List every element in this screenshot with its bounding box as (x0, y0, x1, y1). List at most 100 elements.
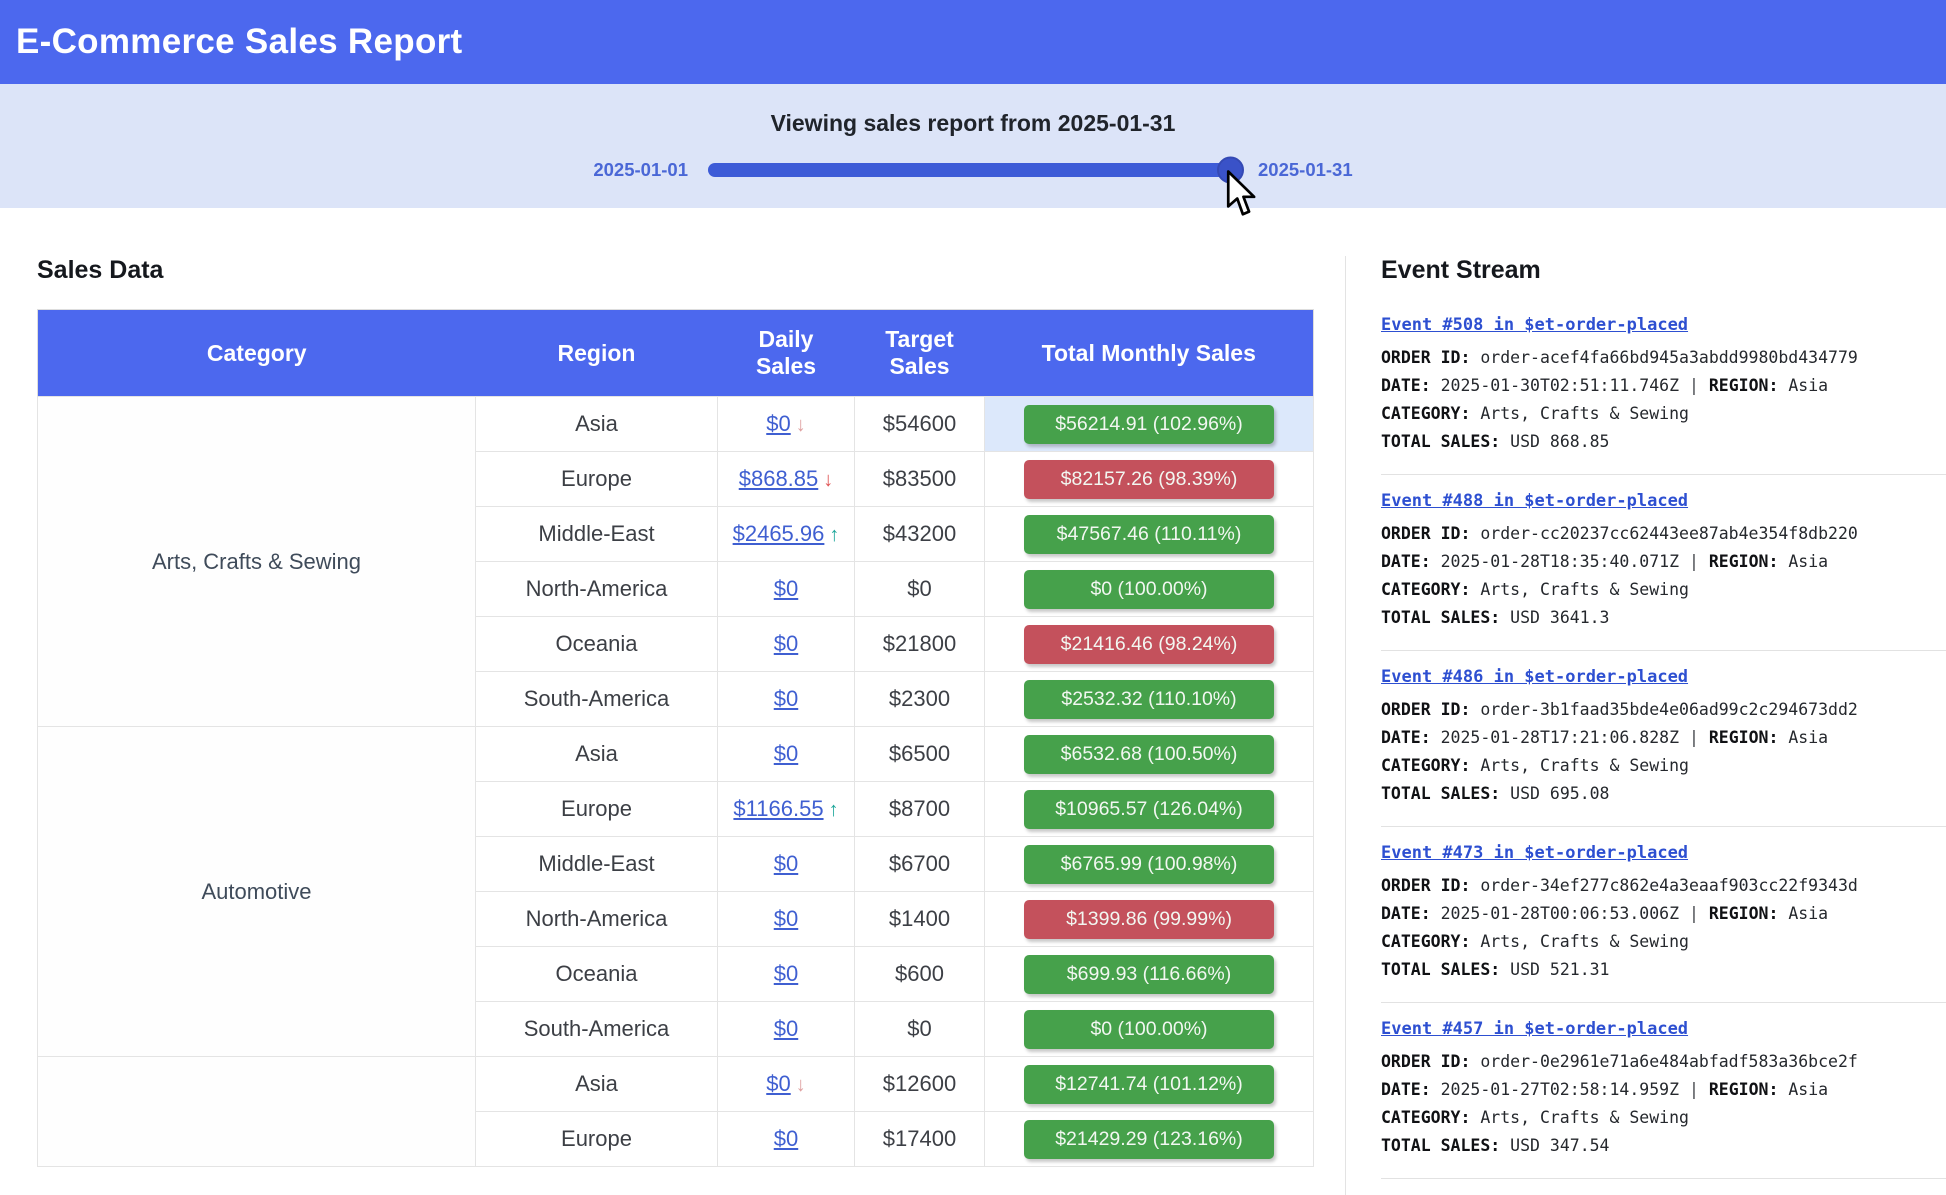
daily-sales-link[interactable]: $0 (773, 1126, 799, 1151)
target-sales-cell: $6500 (854, 726, 985, 782)
field-label: TOTAL SALES: (1381, 608, 1501, 627)
target-sales-cell: $54600 (854, 396, 985, 452)
event-list: Event #508 in $et-order-placed ORDER ID: … (1381, 315, 1946, 1179)
field-value: order-0e2961e71a6e484abfadf583a36bce2f (1470, 1052, 1858, 1071)
monthly-sales-cell: $0 (100.00%) (984, 561, 1314, 617)
region-cell: Middle-East (475, 506, 718, 562)
monthly-sales-badge: $1399.86 (99.99%) (1024, 899, 1274, 939)
field-value: order-3b1faad35bde4e06ad99c2c294673dd2 (1470, 700, 1858, 719)
event-category: CATEGORY: Arts, Crafts & Sewing (1381, 1104, 1946, 1132)
monthly-sales-cell: $47567.46 (110.11%) (984, 506, 1314, 562)
target-sales-cell: $0 (854, 1001, 985, 1057)
mouse-cursor-icon (1226, 170, 1256, 216)
monthly-sales-badge: $21429.29 (123.16%) (1024, 1119, 1274, 1159)
field-value: order-34ef277c862e4a3eaaf903cc22f9343d (1470, 876, 1858, 895)
table-row: Europe $0 $17400 $21429.29 (123.16%) (38, 1111, 1314, 1167)
field-value: Asia (1778, 376, 1829, 395)
monthly-sales-badge: $699.93 (116.66%) (1024, 954, 1274, 994)
field-label: CATEGORY: (1381, 1108, 1471, 1127)
daily-sales-cell: $2465.96 ↑ (717, 506, 855, 562)
sales-data-heading: Sales Data (37, 256, 164, 284)
table-row: Europe $868.85 ↓ $83500 $82157.26 (98.39%) (38, 451, 1314, 507)
event-title-link[interactable]: Event #508 in $et-order-placed (1381, 315, 1689, 335)
region-cell: South-America (475, 1001, 718, 1057)
daily-sales-link[interactable]: $1166.55 (733, 796, 824, 821)
event-item: Event #488 in $et-order-placed ORDER ID: … (1381, 491, 1946, 632)
field-label: REGION: (1708, 1080, 1779, 1099)
daily-sales-link[interactable]: $0 (773, 686, 799, 711)
event-date-region: DATE: 2025-01-27T02:58:14.959Z | REGION:… (1381, 1076, 1946, 1104)
daily-sales-link[interactable]: $0 (773, 576, 799, 601)
monthly-sales-cell: $21416.46 (98.24%) (984, 616, 1314, 672)
region-cell: Oceania (475, 616, 718, 672)
col-header-region: Region (475, 309, 718, 397)
field-label: DATE: (1381, 552, 1431, 571)
monthly-sales-badge: $6765.99 (100.98%) (1024, 844, 1274, 884)
daily-sales-cell: $0 (717, 1001, 855, 1057)
event-total-sales: TOTAL SALES: USD 3641.3 (1381, 604, 1946, 632)
field-value: | (1679, 1080, 1709, 1099)
event-divider (1381, 1002, 1946, 1003)
daily-sales-link[interactable]: $0 (773, 851, 799, 876)
target-sales-cell: $83500 (854, 451, 985, 507)
event-item: Event #486 in $et-order-placed ORDER ID: … (1381, 667, 1946, 808)
event-title-link[interactable]: Event #473 in $et-order-placed (1381, 843, 1689, 863)
monthly-sales-cell: $10965.57 (126.04%) (984, 781, 1314, 837)
daily-sales-link[interactable]: $868.85 (738, 466, 819, 491)
field-value: | (1679, 552, 1709, 571)
event-divider (1381, 474, 1946, 475)
field-label: REGION: (1708, 904, 1779, 923)
event-order-id: ORDER ID: order-0e2961e71a6e484abfadf583… (1381, 1048, 1946, 1076)
event-title-link[interactable]: Event #488 in $et-order-placed (1381, 491, 1689, 511)
monthly-sales-badge: $12741.74 (101.12%) (1024, 1064, 1274, 1104)
field-value: USD 521.31 (1500, 960, 1610, 979)
date-slider-track[interactable] (708, 156, 1244, 184)
field-value: | (1679, 904, 1709, 923)
table-row: Automotive Asia $0 $6500 $6532.68 (100.50%) (37, 726, 1314, 1057)
target-sales-cell: $2300 (854, 671, 985, 727)
target-sales-cell: $0 (854, 561, 985, 617)
field-label: DATE: (1381, 728, 1431, 747)
field-value: | (1679, 376, 1709, 395)
event-item: Event #457 in $et-order-placed ORDER ID: … (1381, 1019, 1946, 1160)
target-sales-cell: $1400 (854, 891, 985, 947)
event-date-region: DATE: 2025-01-28T17:21:06.828Z | REGION:… (1381, 724, 1946, 752)
target-sales-cell: $8700 (854, 781, 985, 837)
event-title-link[interactable]: Event #457 in $et-order-placed (1381, 1019, 1689, 1039)
daily-sales-link[interactable]: $0 (773, 631, 799, 656)
event-divider (1381, 650, 1946, 651)
event-stream-heading: Event Stream (1381, 256, 1541, 284)
field-value: USD 3641.3 (1500, 608, 1610, 627)
field-label: DATE: (1381, 1080, 1431, 1099)
daily-sales-link[interactable]: $0 (773, 906, 799, 931)
monthly-sales-cell: $21429.29 (123.16%) (984, 1111, 1314, 1167)
daily-sales-link[interactable]: $0 (773, 741, 799, 766)
daily-sales-link[interactable]: $0 (773, 1016, 799, 1041)
slider-row: 2025-01-01 2025-01-31 (0, 156, 1946, 184)
region-cell: Asia (475, 726, 718, 782)
monthly-sales-badge: $0 (100.00%) (1024, 569, 1274, 609)
monthly-sales-badge: $6532.68 (100.50%) (1024, 734, 1274, 774)
slider-max-label: 2025-01-31 (1258, 159, 1353, 180)
table-row: Arts, Crafts & Sewing Asia $0 ↓ $54600 $56214… (37, 396, 1314, 727)
monthly-sales-badge: $2532.32 (110.10%) (1024, 679, 1274, 719)
field-value: order-acef4fa66bd945a3abdd9980bd434779 (1470, 348, 1858, 367)
daily-sales-link[interactable]: $0 (766, 411, 791, 436)
daily-sales-link[interactable]: $0 (773, 961, 799, 986)
sales-header-row: Category Region Daily Sales Target Sales Tot… (37, 309, 1314, 397)
event-date-region: DATE: 2025-01-28T00:06:53.006Z | REGION:… (1381, 900, 1946, 928)
field-label: ORDER ID: (1381, 876, 1471, 895)
monthly-sales-cell: $0 (100.00%) (984, 1001, 1314, 1057)
field-label: CATEGORY: (1381, 580, 1471, 599)
field-value: Asia (1778, 552, 1829, 571)
daily-sales-link[interactable]: $0 (766, 1071, 791, 1096)
col-header-target-sales: Target Sales (854, 309, 985, 397)
region-cell: Oceania (475, 946, 718, 1002)
event-title-link[interactable]: Event #486 in $et-order-placed (1381, 667, 1689, 687)
daily-sales-link[interactable]: $2465.96 (732, 521, 825, 546)
event-category: CATEGORY: Arts, Crafts & Sewing (1381, 928, 1946, 956)
daily-sales-cell: $0 (717, 671, 855, 727)
event-total-sales: TOTAL SALES: USD 695.08 (1381, 780, 1946, 808)
field-value: Arts, Crafts & Sewing (1470, 756, 1689, 775)
event-divider (1381, 826, 1946, 827)
